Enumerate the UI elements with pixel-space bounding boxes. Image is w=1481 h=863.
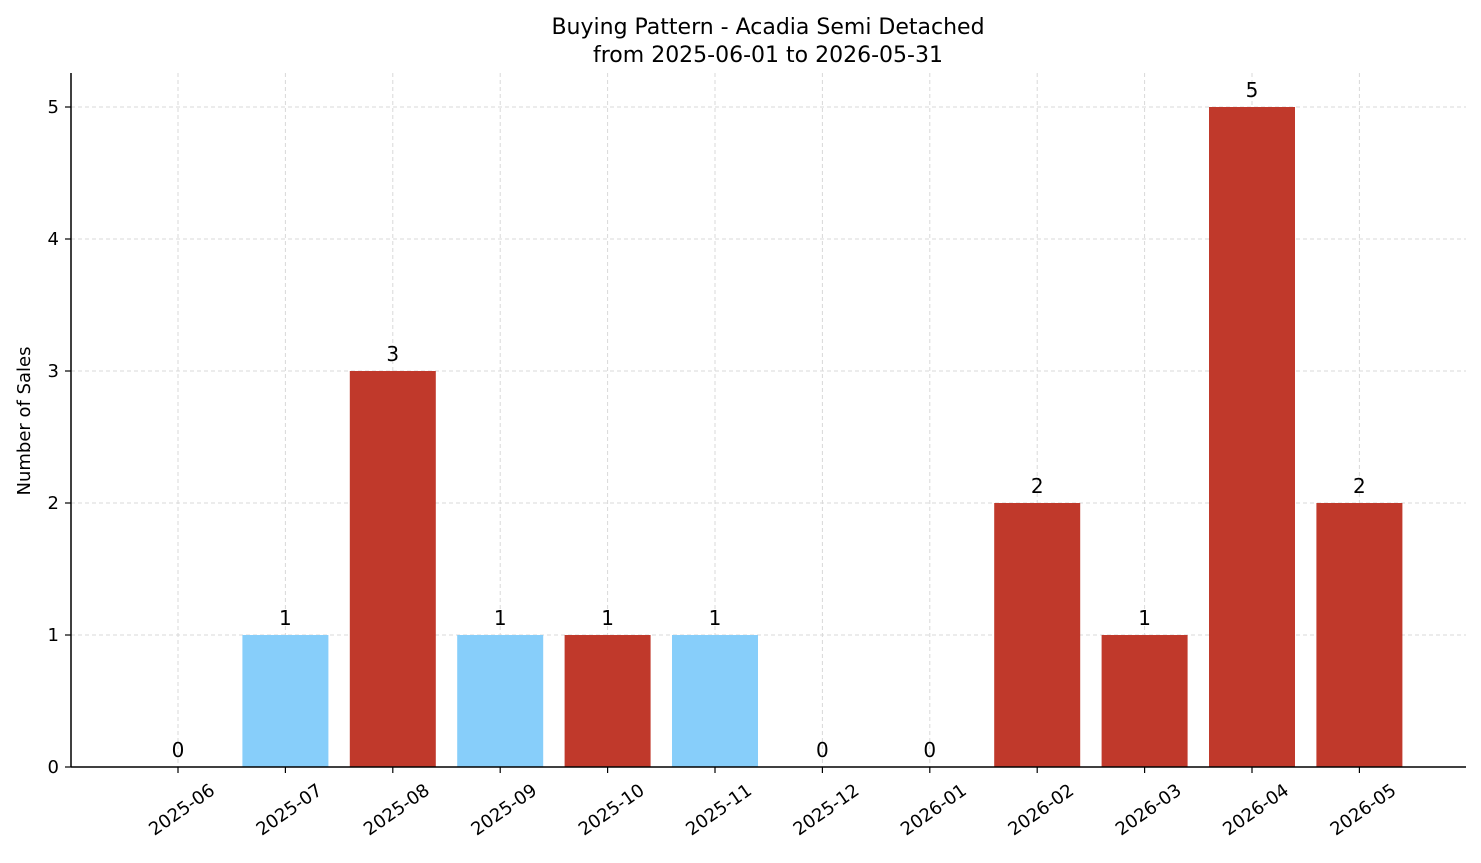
chart-subtitle: from 2025-06-01 to 2026-05-31 — [593, 43, 943, 68]
x-tick-label: 2025-11 — [682, 780, 756, 840]
bar-2025-07 — [242, 635, 329, 767]
bar-2026-03 — [1101, 635, 1188, 767]
x-tick-label: 2026-02 — [1004, 780, 1078, 840]
x-tick-label: 2026-05 — [1327, 780, 1401, 840]
bar-2025-10 — [564, 635, 651, 767]
x-tick-label: 2025-09 — [467, 780, 541, 840]
x-tick-label: 2025-07 — [253, 780, 327, 840]
data-labels: 0 1 3 1 1 1 0 0 2 1 5 2 — [172, 78, 1366, 762]
bar-2026-02 — [994, 503, 1081, 767]
x-ticks: 2025-06 2025-07 2025-08 2025-09 2025-10 2025-… — [145, 767, 1400, 840]
bar-2025-08 — [349, 371, 436, 767]
data-label-2026-01: 0 — [923, 738, 936, 762]
data-label-2026-05: 2 — [1353, 474, 1366, 498]
bar-2026-05 — [1316, 503, 1403, 767]
data-label-2026-03: 1 — [1138, 606, 1151, 630]
data-label-2025-06: 0 — [172, 738, 185, 762]
data-label-2026-02: 2 — [1031, 474, 1044, 498]
y-tick-label: 5 — [48, 97, 59, 118]
bars — [242, 107, 1403, 767]
data-label-2025-08: 3 — [386, 342, 399, 366]
data-label-2025-09: 1 — [494, 606, 507, 630]
y-tick-label: 2 — [48, 493, 59, 514]
bar-2026-04 — [1209, 107, 1295, 767]
data-label-2025-12: 0 — [816, 738, 829, 762]
bar-2025-09 — [457, 635, 544, 767]
x-tick-label: 2026-03 — [1112, 780, 1186, 840]
y-ticks: 0 1 2 3 4 5 — [48, 97, 71, 778]
y-tick-label: 0 — [48, 757, 59, 778]
x-tick-label: 2025-06 — [145, 780, 219, 840]
data-label-2026-04: 5 — [1246, 78, 1259, 102]
y-tick-label: 3 — [48, 361, 59, 382]
bar-2025-11 — [672, 635, 758, 767]
data-label-2025-11: 1 — [709, 606, 722, 630]
axes — [70, 73, 1466, 768]
y-tick-label: 1 — [48, 625, 59, 646]
x-tick-label: 2025-10 — [575, 780, 649, 840]
y-tick-label: 4 — [48, 229, 59, 250]
data-label-2025-10: 1 — [601, 606, 614, 630]
x-tick-label: 2026-04 — [1219, 780, 1293, 840]
data-label-2025-07: 1 — [279, 606, 292, 630]
chart-title: Buying Pattern - Acadia Semi Detached — [551, 15, 984, 40]
x-tick-label: 2025-08 — [360, 780, 434, 840]
x-tick-label: 2026-01 — [897, 780, 971, 840]
y-axis-label: Number of Sales — [14, 346, 35, 495]
x-tick-label: 2025-12 — [790, 780, 864, 840]
